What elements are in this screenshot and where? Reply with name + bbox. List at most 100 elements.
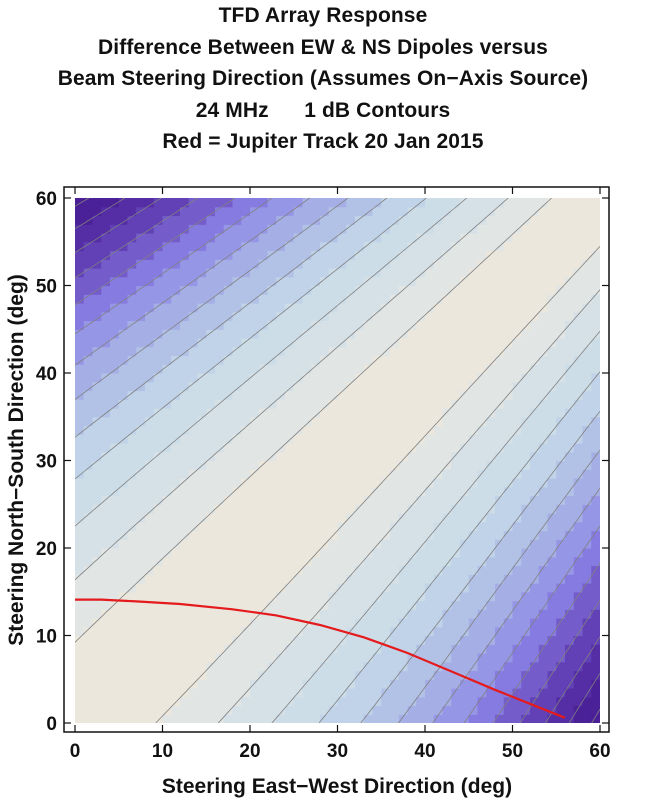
contour-cell [118, 653, 129, 663]
contour-cell [171, 539, 181, 549]
contour-cell [188, 583, 199, 593]
contour-cell [197, 626, 207, 637]
contour-cell [320, 583, 330, 593]
contour-cell [363, 618, 374, 628]
contour-cell [390, 346, 400, 357]
contour-cell [451, 504, 461, 514]
contour-cell [241, 198, 251, 208]
contour-cell [442, 320, 452, 330]
contour-cell [442, 198, 452, 208]
contour-cell [372, 556, 382, 567]
contour-cell [425, 583, 435, 593]
contour-cell [232, 434, 242, 444]
contour-cell [512, 565, 522, 575]
contour-cell [381, 241, 391, 252]
contour-cell [530, 521, 540, 532]
contour-cell [153, 399, 164, 409]
contour-cell [468, 408, 479, 418]
contour-cell [75, 233, 85, 243]
contour-cell [530, 644, 540, 654]
contour-cell [197, 373, 207, 383]
contour-cell [171, 565, 181, 575]
contour-cell [188, 399, 199, 409]
contour-cell [460, 198, 470, 208]
contour-cell [495, 618, 505, 628]
contour-cell [372, 303, 382, 313]
contour-cell [573, 381, 584, 392]
contour-cell [407, 294, 417, 304]
contour-cell [302, 521, 312, 532]
contour-cell [197, 198, 207, 208]
contour-cell [416, 469, 426, 479]
contour-cell [127, 355, 137, 365]
contour-cell [582, 373, 592, 383]
contour-cell [512, 513, 522, 523]
contour-cell [565, 495, 575, 505]
contour-cell [136, 609, 146, 619]
contour-cell [530, 268, 540, 278]
contour-cell [398, 355, 409, 365]
contour-cell [346, 661, 356, 672]
contour-cell [83, 679, 94, 689]
contour-cell [302, 705, 312, 715]
contour-cell [433, 364, 444, 374]
contour-cell [477, 408, 487, 418]
contour-cell [258, 250, 269, 260]
contour-cell [538, 609, 549, 619]
contour-cell [276, 478, 286, 488]
contour-cell [188, 224, 199, 234]
contour-cell [162, 688, 172, 698]
contour-cell [346, 399, 356, 409]
contour-cell [556, 364, 566, 374]
contour-cell [495, 705, 505, 715]
contour-cell [547, 408, 557, 418]
contour-cell [477, 259, 487, 269]
contour-cell [512, 661, 522, 672]
contour-cell [258, 434, 269, 444]
contour-cell [223, 311, 234, 322]
contour-cell [582, 443, 592, 453]
contour-cell [101, 390, 111, 400]
contour-cell [328, 478, 339, 488]
contour-cell [328, 513, 339, 523]
contour-cell [451, 416, 461, 427]
contour-cell [206, 653, 216, 663]
contour-cell [215, 373, 225, 383]
contour-cell [241, 276, 251, 287]
contour-cell [223, 530, 234, 540]
contour-cell [372, 679, 382, 689]
contour-cell [337, 268, 347, 278]
contour-cell [425, 206, 435, 217]
contour-cell [381, 451, 391, 462]
contour-cell [153, 373, 164, 383]
contour-cell [530, 661, 540, 672]
contour-cell [293, 198, 304, 208]
contour-cell [433, 434, 444, 444]
title-line-2: Difference Between EW & NS Dipoles versu… [98, 35, 548, 59]
contour-cell [162, 268, 172, 278]
contour-cell [530, 425, 540, 435]
contour-cell [293, 635, 304, 645]
contour-cell [460, 591, 470, 602]
contour-cell [302, 644, 312, 654]
contour-cell [512, 381, 522, 392]
contour-cell [495, 390, 505, 400]
contour-cell [346, 469, 356, 479]
contour-cell [495, 635, 505, 645]
contour-cell [468, 434, 479, 444]
contour-cell [372, 320, 382, 330]
contour-cell [206, 565, 216, 575]
contour-cell [468, 609, 479, 619]
contour-cell [372, 443, 382, 453]
contour-cell [328, 714, 339, 723]
contour-cell [538, 338, 549, 348]
contour-cell [565, 434, 575, 444]
contour-cell [110, 583, 120, 593]
contour-cell [328, 670, 339, 680]
contour-cell [232, 206, 242, 217]
contour-cell [75, 460, 85, 470]
contour-cell [223, 556, 234, 567]
contour-cell [241, 434, 251, 444]
contour-cell [372, 294, 382, 304]
contour-cell [390, 303, 400, 313]
